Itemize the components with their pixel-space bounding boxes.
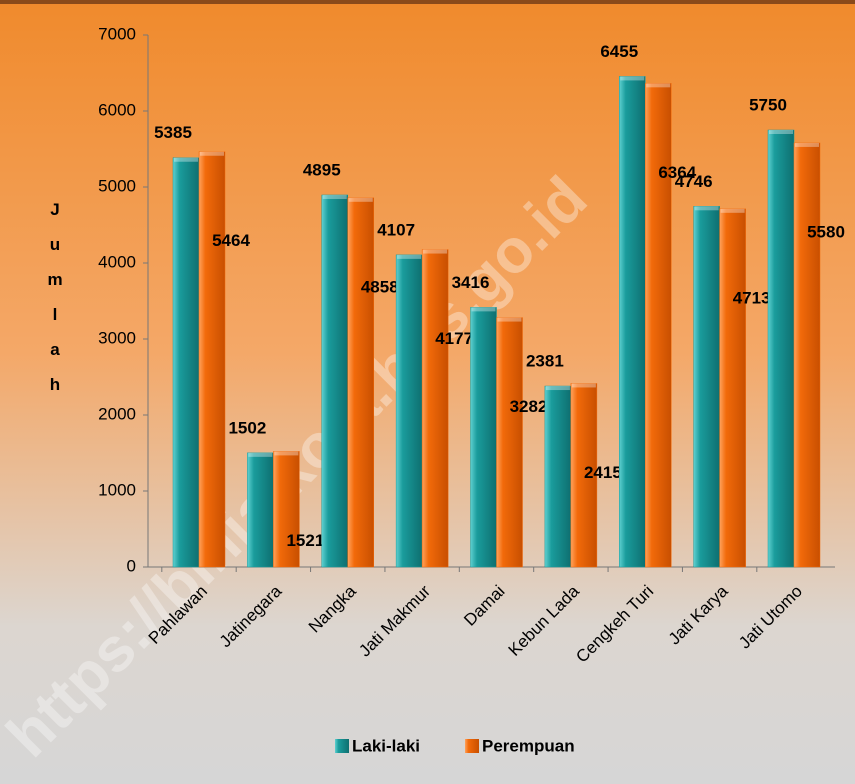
bar-cap xyxy=(423,249,448,254)
bar-cap xyxy=(397,254,422,259)
bar-cap xyxy=(545,386,570,391)
data-label: 5385 xyxy=(154,123,192,142)
y-tick-label: 6000 xyxy=(98,100,136,119)
y-tick-label: 7000 xyxy=(98,24,136,43)
bar-cap xyxy=(694,206,719,211)
legend-label: Laki-laki xyxy=(352,736,420,755)
bar-cap xyxy=(248,452,273,457)
data-label: 1502 xyxy=(228,418,266,437)
data-label: 5464 xyxy=(212,231,250,250)
bar-cap xyxy=(348,197,373,202)
y-tick-label: 2000 xyxy=(98,404,136,423)
data-label: 4746 xyxy=(675,172,713,191)
data-label: 4713 xyxy=(733,288,771,307)
bar xyxy=(570,383,598,568)
bar xyxy=(496,317,523,568)
data-label: 6364 xyxy=(658,163,696,182)
bar xyxy=(793,142,821,568)
bar xyxy=(273,451,300,568)
y-tick-label: 3000 xyxy=(98,328,136,347)
bar xyxy=(470,307,497,568)
bar xyxy=(719,208,746,568)
y-tick-label: 0 xyxy=(127,556,136,575)
data-label: 5580 xyxy=(807,222,845,241)
y-tick-label: 5000 xyxy=(98,176,136,195)
bar-cap xyxy=(471,307,496,312)
bar xyxy=(645,83,672,568)
bar xyxy=(347,197,374,568)
bar-cap xyxy=(200,151,224,156)
data-label: 4107 xyxy=(377,220,415,239)
bar xyxy=(198,151,226,568)
bar xyxy=(767,129,795,568)
bar-cap xyxy=(322,194,347,199)
bar-cap xyxy=(620,76,645,81)
legend-label: Perempuan xyxy=(482,736,575,755)
data-label: 4177 xyxy=(435,329,473,348)
legend-swatch xyxy=(335,739,349,753)
legend-swatch xyxy=(465,739,479,753)
y-axis-label: Jumlah xyxy=(46,200,65,410)
data-label: 6455 xyxy=(600,42,638,61)
bar xyxy=(395,254,423,568)
y-tick-label: 1000 xyxy=(98,480,136,499)
bar-cap xyxy=(646,83,671,88)
bar-cap xyxy=(571,383,596,388)
bar-cap xyxy=(274,451,299,456)
data-label: 2381 xyxy=(526,352,564,371)
bar xyxy=(619,76,646,568)
bar-cap xyxy=(720,208,745,213)
data-label: 5750 xyxy=(749,95,787,114)
y-tick-label: 4000 xyxy=(98,252,136,271)
bar xyxy=(421,249,449,568)
bar xyxy=(172,157,200,568)
data-label: 3282 xyxy=(510,397,548,416)
bar-cap xyxy=(769,130,793,134)
bar xyxy=(693,206,720,568)
top-border xyxy=(0,0,855,4)
data-label: 1521 xyxy=(286,531,324,550)
data-label: 4895 xyxy=(303,160,341,179)
data-label: 2415 xyxy=(584,463,622,482)
data-label: 4858 xyxy=(361,277,399,296)
legend: Laki-laki Perempuan xyxy=(335,736,575,755)
bar-cap xyxy=(795,142,819,147)
bar xyxy=(247,452,274,568)
bar-cap xyxy=(174,157,198,162)
bar xyxy=(544,385,572,568)
bar xyxy=(321,194,348,568)
bar-cap xyxy=(497,317,522,322)
data-label: 3416 xyxy=(452,273,490,292)
